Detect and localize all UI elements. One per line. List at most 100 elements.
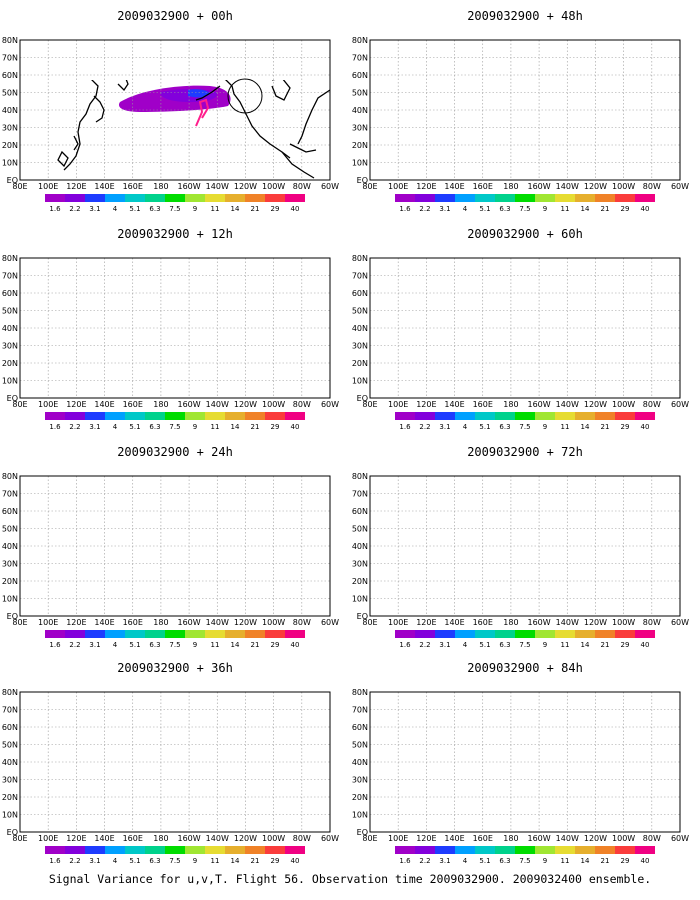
- longitude-tick-label: 100W: [262, 400, 285, 409]
- colorbar-swatch: [555, 412, 575, 420]
- map-frame: [19, 39, 331, 181]
- longitude-tick-label: 100E: [38, 400, 58, 409]
- latitude-tick-label: 10N: [2, 159, 18, 168]
- longitude-tick-label: 100E: [38, 618, 58, 627]
- latitude-tick-label: 40N: [352, 106, 368, 115]
- colorbar-swatch: [205, 846, 225, 854]
- colorbar-label: 5.1: [479, 857, 490, 865]
- latitude-tick-label: 40N: [2, 542, 18, 551]
- longitude-tick-label: 160W: [177, 834, 200, 843]
- longitude-tick-label: 140E: [444, 618, 464, 627]
- colorbar-swatch: [85, 412, 105, 420]
- longitude-tick-label: 100E: [38, 182, 58, 191]
- panel-title: 2009032900 + 84h: [467, 661, 583, 675]
- longitude-tick-label: 120W: [234, 834, 257, 843]
- colorbar-swatch: [185, 846, 205, 854]
- longitude-tick-label: 100W: [612, 618, 635, 627]
- colorbar-swatch: [415, 412, 435, 420]
- latitude-tick-label: 60N: [352, 71, 368, 80]
- longitude-tick-label: 140E: [94, 834, 114, 843]
- longitude-tick-label: 80E: [12, 834, 27, 843]
- colorbar-label: 5.1: [129, 423, 140, 431]
- colorbar-label: 3.1: [439, 857, 450, 865]
- colorbar-label: 3.1: [89, 641, 100, 649]
- longitude-tick-label: 120E: [416, 400, 436, 409]
- longitude-tick-label: 80E: [362, 618, 377, 627]
- colorbar-label: 2.2: [419, 423, 430, 431]
- longitude-tick-label: 80W: [643, 400, 661, 409]
- latitude-tick-label: 10N: [352, 811, 368, 820]
- longitude-tick-label: 60W: [321, 400, 339, 409]
- latitude-tick-label: 80N: [352, 254, 368, 263]
- longitude-tick-label: 100E: [388, 400, 408, 409]
- colorbar-label: 40: [291, 641, 300, 649]
- longitude-tick-label: 180: [153, 400, 168, 409]
- colorbar-label: 40: [291, 205, 300, 213]
- longitude-tick-label: 100W: [612, 400, 635, 409]
- colorbar-label: 2.2: [69, 857, 80, 865]
- colorbar-swatch: [285, 846, 305, 854]
- latitude-tick-label: 40N: [352, 542, 368, 551]
- longitude-tick-label: 160E: [123, 182, 143, 191]
- coastline: [93, 95, 105, 123]
- longitude-tick-label: 160W: [527, 182, 550, 191]
- forecast-panel: 2009032900 + 72h 80E 100E 120E 140E 160E 180 16…: [352, 445, 689, 649]
- latitude-tick-label: 60N: [2, 507, 18, 516]
- forecast-panel: 2009032900 + 48h 80E 100E 120E 140E 160E 180 16…: [352, 9, 689, 213]
- colorbar-swatch: [45, 412, 65, 420]
- colorbar-label: 40: [291, 857, 300, 865]
- map-frame: [369, 691, 681, 833]
- colorbar-label: 2.2: [419, 205, 430, 213]
- colorbar-swatch: [165, 630, 185, 638]
- colorbar-swatch: [495, 846, 515, 854]
- longitude-tick-label: 180: [503, 400, 518, 409]
- longitude-tick-label: 100W: [612, 182, 635, 191]
- map-gridlines: [370, 476, 680, 616]
- latitude-tick-label: 40N: [2, 106, 18, 115]
- latitude-tick-label: 50N: [352, 741, 368, 750]
- longitude-tick-label: 80W: [643, 618, 661, 627]
- colorbar-swatch: [635, 194, 655, 202]
- longitude-tick-label: 120E: [66, 618, 86, 627]
- latitude-tick-label: 60N: [352, 289, 368, 298]
- longitude-tick-label: 160W: [177, 400, 200, 409]
- colorbar-swatch: [495, 412, 515, 420]
- colorbar: 1.6 2.2 3.1 4 5.1 6.3 7.5 9 11 14 21 29 40: [45, 194, 305, 213]
- colorbar-swatch: [535, 846, 555, 854]
- longitude-tick-label: 160W: [177, 182, 200, 191]
- coastline: [117, 80, 129, 92]
- colorbar-label: 11: [211, 641, 220, 649]
- colorbar-swatch: [455, 846, 475, 854]
- colorbar-label: 9: [543, 205, 547, 213]
- colorbar-label: 6.3: [149, 857, 160, 865]
- colorbar-label: 40: [641, 641, 650, 649]
- longitude-tick-label: 60W: [671, 400, 689, 409]
- colorbar-swatch: [615, 630, 635, 638]
- colorbar-swatch: [415, 194, 435, 202]
- colorbar-swatch: [535, 630, 555, 638]
- colorbar-swatch: [205, 412, 225, 420]
- colorbar-swatch: [475, 194, 495, 202]
- latitude-tick-label: 40N: [352, 758, 368, 767]
- map-gridlines: [20, 40, 330, 180]
- colorbar-swatch: [145, 412, 165, 420]
- latitude-tick-label: 80N: [352, 36, 368, 45]
- latitude-tick-label: 70N: [2, 272, 18, 281]
- colorbar-swatch: [245, 846, 265, 854]
- colorbar-label: 7.5: [519, 205, 530, 213]
- latitude-tick-label: EQ: [7, 612, 18, 621]
- colorbar-label: 29: [621, 857, 630, 865]
- longitude-tick-label: 160W: [177, 618, 200, 627]
- map-gridlines: [370, 258, 680, 398]
- colorbar-swatch: [185, 194, 205, 202]
- colorbar-label: 2.2: [419, 641, 430, 649]
- colorbar-swatch: [555, 846, 575, 854]
- latitude-tick-label: 60N: [2, 71, 18, 80]
- colorbar: 1.6 2.2 3.1 4 5.1 6.3 7.5 9 11 14 21 29 40: [395, 412, 655, 431]
- colorbar-label: 7.5: [519, 857, 530, 865]
- longitude-tick-label: 120E: [66, 400, 86, 409]
- colorbar: 1.6 2.2 3.1 4 5.1 6.3 7.5 9 11 14 21 29 40: [45, 630, 305, 649]
- colorbar-swatch: [265, 630, 285, 638]
- colorbar-label: 2.2: [419, 857, 430, 865]
- latitude-tick-label: 70N: [2, 54, 18, 63]
